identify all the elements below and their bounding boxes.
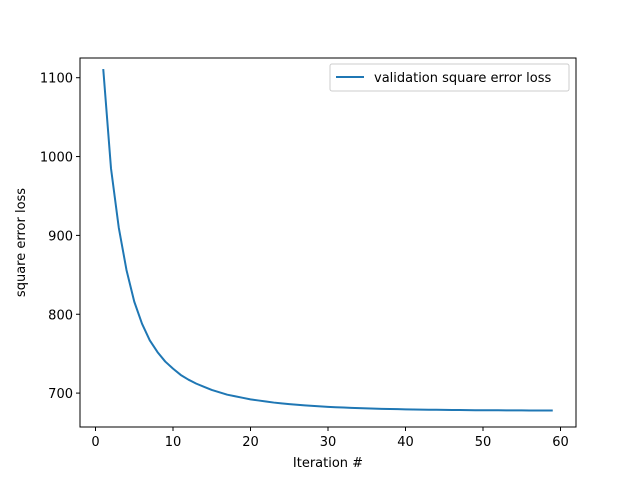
legend: validation square error loss [329, 63, 570, 92]
y-tick-label: 700 [48, 387, 73, 402]
x-tick-label: 0 [91, 435, 99, 450]
series-line [102, 68, 553, 412]
y-tick-label: 900 [48, 229, 73, 244]
legend-label: validation square error loss [374, 71, 551, 86]
y-axis-ticks: 700 800 900 1000 1100 [40, 72, 80, 402]
x-tick-label: 30 [320, 435, 337, 450]
x-axis-ticks: 0 10 20 30 40 50 60 [91, 427, 569, 450]
y-tick-label: 1000 [40, 151, 73, 166]
x-tick-label: 20 [242, 435, 259, 450]
x-tick-label: 10 [165, 435, 182, 450]
y-tick-label: 1100 [40, 72, 73, 87]
x-tick-label: 60 [552, 435, 569, 450]
y-tick-label: 800 [48, 308, 73, 323]
plot-frame [79, 57, 577, 428]
y-axis-label: square error loss [14, 188, 29, 297]
x-tick-label: 50 [475, 435, 492, 450]
series-layer [102, 68, 553, 412]
legend-box [329, 63, 570, 92]
x-tick-label: 40 [397, 435, 414, 450]
x-axis-label: Iteration # [293, 456, 363, 471]
plot-background [80, 58, 576, 427]
